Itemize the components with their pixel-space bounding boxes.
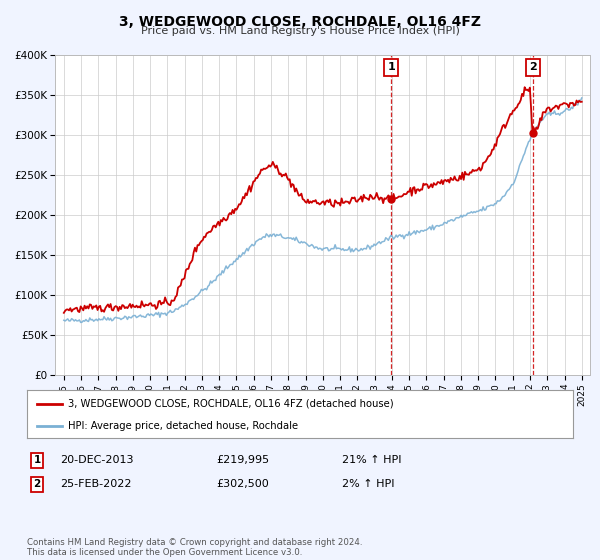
Text: 25-FEB-2022: 25-FEB-2022 <box>60 479 131 489</box>
Text: 3, WEDGEWOOD CLOSE, ROCHDALE, OL16 4FZ (detached house): 3, WEDGEWOOD CLOSE, ROCHDALE, OL16 4FZ (… <box>68 399 394 409</box>
Text: 21% ↑ HPI: 21% ↑ HPI <box>342 455 401 465</box>
Text: Price paid vs. HM Land Registry's House Price Index (HPI): Price paid vs. HM Land Registry's House … <box>140 26 460 36</box>
Text: 2% ↑ HPI: 2% ↑ HPI <box>342 479 395 489</box>
Text: £302,500: £302,500 <box>216 479 269 489</box>
Text: 2: 2 <box>34 479 41 489</box>
Text: 1: 1 <box>34 455 41 465</box>
Text: 2: 2 <box>529 62 536 72</box>
Text: 20-DEC-2013: 20-DEC-2013 <box>60 455 133 465</box>
Text: HPI: Average price, detached house, Rochdale: HPI: Average price, detached house, Roch… <box>68 421 298 431</box>
Text: 3, WEDGEWOOD CLOSE, ROCHDALE, OL16 4FZ: 3, WEDGEWOOD CLOSE, ROCHDALE, OL16 4FZ <box>119 15 481 29</box>
Text: £219,995: £219,995 <box>216 455 269 465</box>
Text: 1: 1 <box>388 62 395 72</box>
Text: Contains HM Land Registry data © Crown copyright and database right 2024.
This d: Contains HM Land Registry data © Crown c… <box>27 538 362 557</box>
